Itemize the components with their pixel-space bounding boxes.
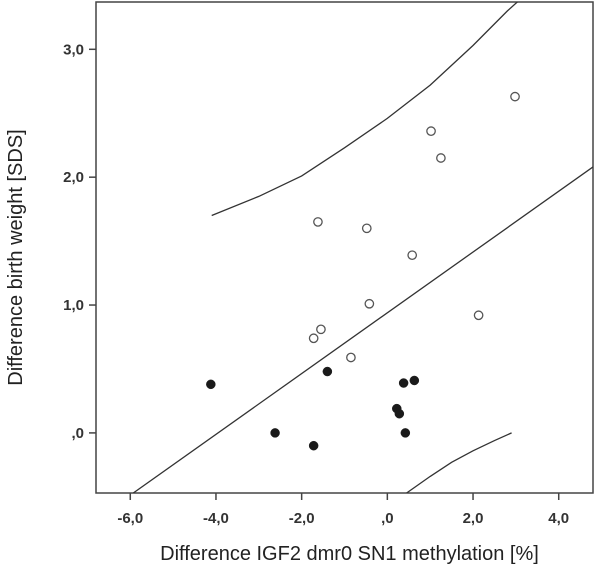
y-tick-label: 1,0 (63, 297, 84, 314)
y-tick-label: 3,0 (63, 41, 84, 58)
x-tick-label: 2,0 (463, 510, 484, 527)
open-data-point (407, 250, 418, 261)
open-data-point (313, 217, 323, 227)
x-tick-label: -6,0 (117, 510, 143, 527)
open-data-point (346, 352, 356, 363)
y-axis-title: Difference birth weight [SDS] (5, 129, 27, 385)
confidence-band-upper (211, 2, 519, 217)
open-data-point (436, 153, 446, 163)
open-data-point (473, 310, 484, 321)
filled-data-point (270, 428, 280, 438)
filled-data-point (308, 440, 319, 451)
open-data-point (510, 91, 520, 102)
plot-frame (95, 1, 594, 494)
x-axis-title: Difference IGF2 dmr0 SN1 methylation [%] (160, 543, 539, 565)
open-data-point (364, 298, 375, 309)
y-tick-label: 2,0 (63, 169, 84, 186)
filled-data-point (322, 366, 333, 377)
filled-data-point (206, 379, 216, 390)
filled-data-point (398, 378, 409, 388)
x-tick-label: 4,0 (548, 510, 569, 527)
confidence-band-lower (406, 432, 512, 493)
open-data-point (308, 333, 319, 344)
plot-area (132, 2, 593, 493)
x-tick-label: -2,0 (289, 510, 315, 527)
filled-data-point (394, 408, 405, 419)
open-data-point (426, 126, 436, 136)
filled-data-point (400, 428, 411, 438)
filled-data-point (409, 375, 420, 386)
open-data-point (361, 223, 372, 234)
x-tick-label: ,0 (381, 510, 394, 527)
regression-line (132, 166, 593, 493)
open-data-point (316, 324, 326, 335)
y-tick-label: ,0 (71, 425, 84, 442)
x-tick-label: -4,0 (203, 510, 229, 527)
